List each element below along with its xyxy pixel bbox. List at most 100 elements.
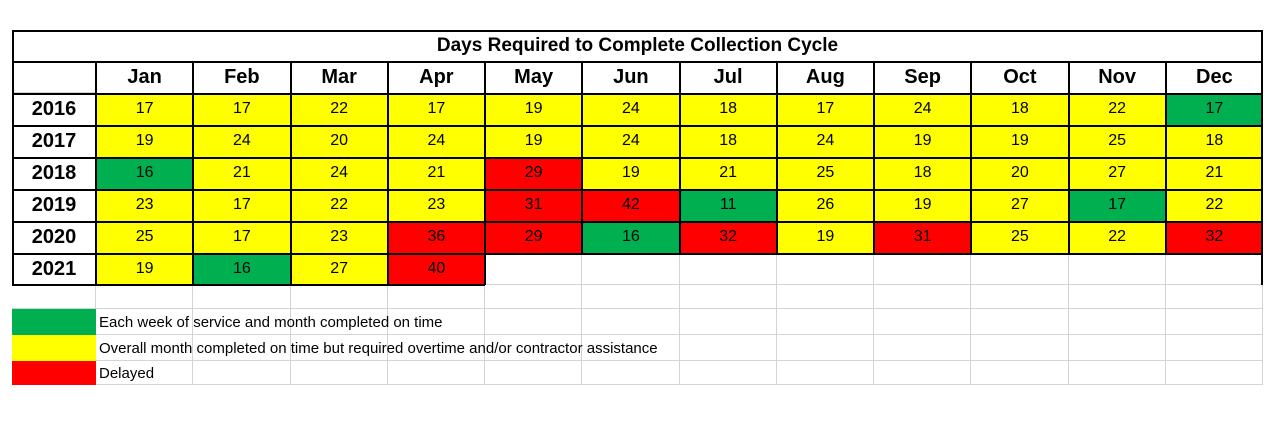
legend-label: Delayed	[99, 364, 155, 382]
value-cell: 19	[96, 253, 194, 285]
blank-cell	[387, 335, 485, 361]
blank-cell	[874, 335, 972, 361]
blank-cell	[96, 361, 194, 385]
blank-cell	[1068, 285, 1166, 309]
table-border	[95, 61, 97, 285]
value-cell: 18	[679, 125, 777, 157]
table-border	[12, 253, 1263, 255]
blank-cell	[1068, 335, 1166, 361]
blank-cell	[290, 285, 388, 309]
empty-cell	[679, 253, 777, 285]
year-label: 2019	[31, 193, 77, 216]
blank-cell	[1165, 335, 1263, 361]
corner-cell	[12, 61, 96, 93]
table-border	[12, 221, 1263, 223]
blank-cell	[290, 309, 388, 335]
value-cell: 42	[582, 189, 680, 221]
value-cell: 27	[1068, 157, 1166, 189]
month-header: Nov	[1098, 65, 1137, 88]
blank-cell	[1068, 309, 1166, 335]
blank-cell	[679, 361, 777, 385]
value-cell: 19	[485, 93, 583, 125]
blank-cell	[485, 335, 583, 361]
table-border	[1164, 61, 1167, 253]
month-header: Feb	[224, 65, 260, 88]
blank-cell	[387, 285, 485, 309]
blank-cell	[96, 285, 194, 309]
blank-cell	[679, 335, 777, 361]
value-cell: 18	[1165, 125, 1263, 157]
value-cell: 19	[971, 125, 1069, 157]
value-cell: 24	[387, 125, 485, 157]
value-cell: 21	[679, 157, 777, 189]
table-border	[484, 61, 486, 285]
table-title: Days Required to Complete Collection Cyc…	[436, 34, 839, 56]
table-border	[581, 61, 584, 253]
value-cell: 18	[679, 93, 777, 125]
value-cell: 22	[290, 93, 388, 125]
legend-swatch	[12, 335, 96, 361]
value-cell: 23	[96, 189, 194, 221]
value-cell: 26	[776, 189, 874, 221]
legend-swatch	[12, 361, 96, 385]
value-cell: 23	[290, 221, 388, 253]
blank-cell	[485, 309, 583, 335]
value-cell: 20	[290, 125, 388, 157]
table-border	[970, 61, 973, 253]
blank-cell	[776, 309, 874, 335]
value-cell: 21	[193, 157, 291, 189]
table-border	[289, 61, 292, 285]
value-cell: 17	[1165, 93, 1263, 125]
value-cell: 25	[1068, 125, 1166, 157]
value-cell: 24	[776, 125, 874, 157]
blank-cell	[971, 335, 1069, 361]
value-cell: 25	[96, 221, 194, 253]
value-cell: 32	[1165, 221, 1263, 253]
value-cell: 31	[485, 189, 583, 221]
month-header: Dec	[1196, 65, 1233, 88]
value-cell: 29	[485, 221, 583, 253]
value-cell: 16	[193, 253, 291, 285]
value-cell: 17	[193, 189, 291, 221]
value-cell: 17	[96, 93, 194, 125]
value-cell: 18	[971, 93, 1069, 125]
blank-cell	[874, 361, 972, 385]
table-border	[12, 93, 1263, 95]
blank-cell	[96, 335, 194, 361]
blank-cell	[387, 309, 485, 335]
value-cell: 16	[96, 157, 194, 189]
blank-cell	[971, 285, 1069, 309]
value-cell: 24	[582, 125, 680, 157]
table-border	[12, 189, 1263, 191]
value-cell: 19	[485, 125, 583, 157]
blank-cell	[485, 285, 583, 309]
empty-cell	[485, 253, 583, 285]
value-cell: 19	[874, 189, 972, 221]
year-label: 2017	[31, 129, 77, 152]
value-cell: 25	[971, 221, 1069, 253]
blank-cell	[193, 309, 291, 335]
blank-cell	[776, 335, 874, 361]
blank-cell	[582, 285, 680, 309]
legend-label: Overall month completed on time but requ…	[99, 339, 658, 357]
value-cell: 16	[582, 221, 680, 253]
blank-cell	[1165, 285, 1263, 309]
month-header: May	[514, 65, 554, 88]
value-cell: 20	[971, 157, 1069, 189]
blank-cell	[582, 309, 680, 335]
value-cell: 22	[290, 189, 388, 221]
value-cell: 22	[1068, 221, 1166, 253]
blank-cell	[1165, 309, 1263, 335]
blank-cell	[971, 361, 1069, 385]
blank-cell	[12, 285, 96, 309]
value-cell: 23	[387, 189, 485, 221]
value-cell: 40	[387, 253, 485, 285]
table-border	[1261, 30, 1263, 285]
value-cell: 27	[290, 253, 388, 285]
collection-cycle-table: Days Required to Complete Collection Cyc…	[12, 30, 1263, 385]
value-cell: 22	[1068, 93, 1166, 125]
blank-cell	[485, 361, 583, 385]
value-cell: 19	[776, 221, 874, 253]
month-header: Jan	[127, 65, 162, 88]
value-cell: 19	[874, 125, 972, 157]
